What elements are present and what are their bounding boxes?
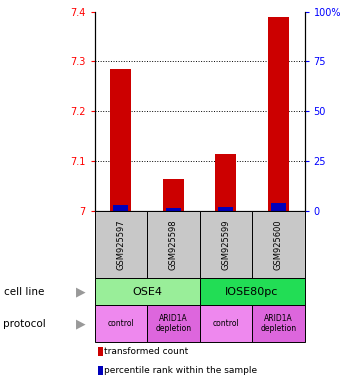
Text: cell line: cell line [4, 287, 44, 297]
Text: protocol: protocol [4, 318, 46, 329]
Bar [94, 278, 199, 305]
Text: OSE4: OSE4 [132, 287, 162, 297]
Text: transformed count: transformed count [104, 347, 188, 356]
Bar [163, 179, 184, 211]
Bar [215, 154, 236, 211]
Bar [271, 203, 286, 211]
Text: percentile rank within the sample: percentile rank within the sample [104, 366, 257, 375]
Bar [252, 305, 304, 342]
Text: ▶: ▶ [76, 285, 85, 298]
Bar [252, 211, 304, 278]
Bar [94, 305, 147, 342]
Bar [147, 211, 200, 278]
Text: GSM925600: GSM925600 [274, 220, 283, 270]
Bar [199, 278, 304, 305]
Bar [199, 211, 252, 278]
Text: GSM925597: GSM925597 [116, 220, 125, 270]
Text: ARID1A
depletion: ARID1A depletion [260, 314, 296, 333]
Bar [166, 208, 181, 211]
Bar [94, 211, 147, 278]
Text: control: control [212, 319, 239, 328]
Bar [113, 205, 128, 211]
Bar [218, 207, 233, 211]
Bar [147, 305, 200, 342]
Text: GSM925599: GSM925599 [221, 220, 230, 270]
Text: IOSE80pc: IOSE80pc [225, 287, 279, 297]
Text: control: control [107, 319, 134, 328]
Text: ARID1A
depletion: ARID1A depletion [155, 314, 191, 333]
Bar [199, 305, 252, 342]
Text: ▶: ▶ [76, 317, 85, 330]
Text: GSM925598: GSM925598 [169, 220, 178, 270]
Bar [110, 69, 131, 211]
Bar [268, 17, 289, 211]
